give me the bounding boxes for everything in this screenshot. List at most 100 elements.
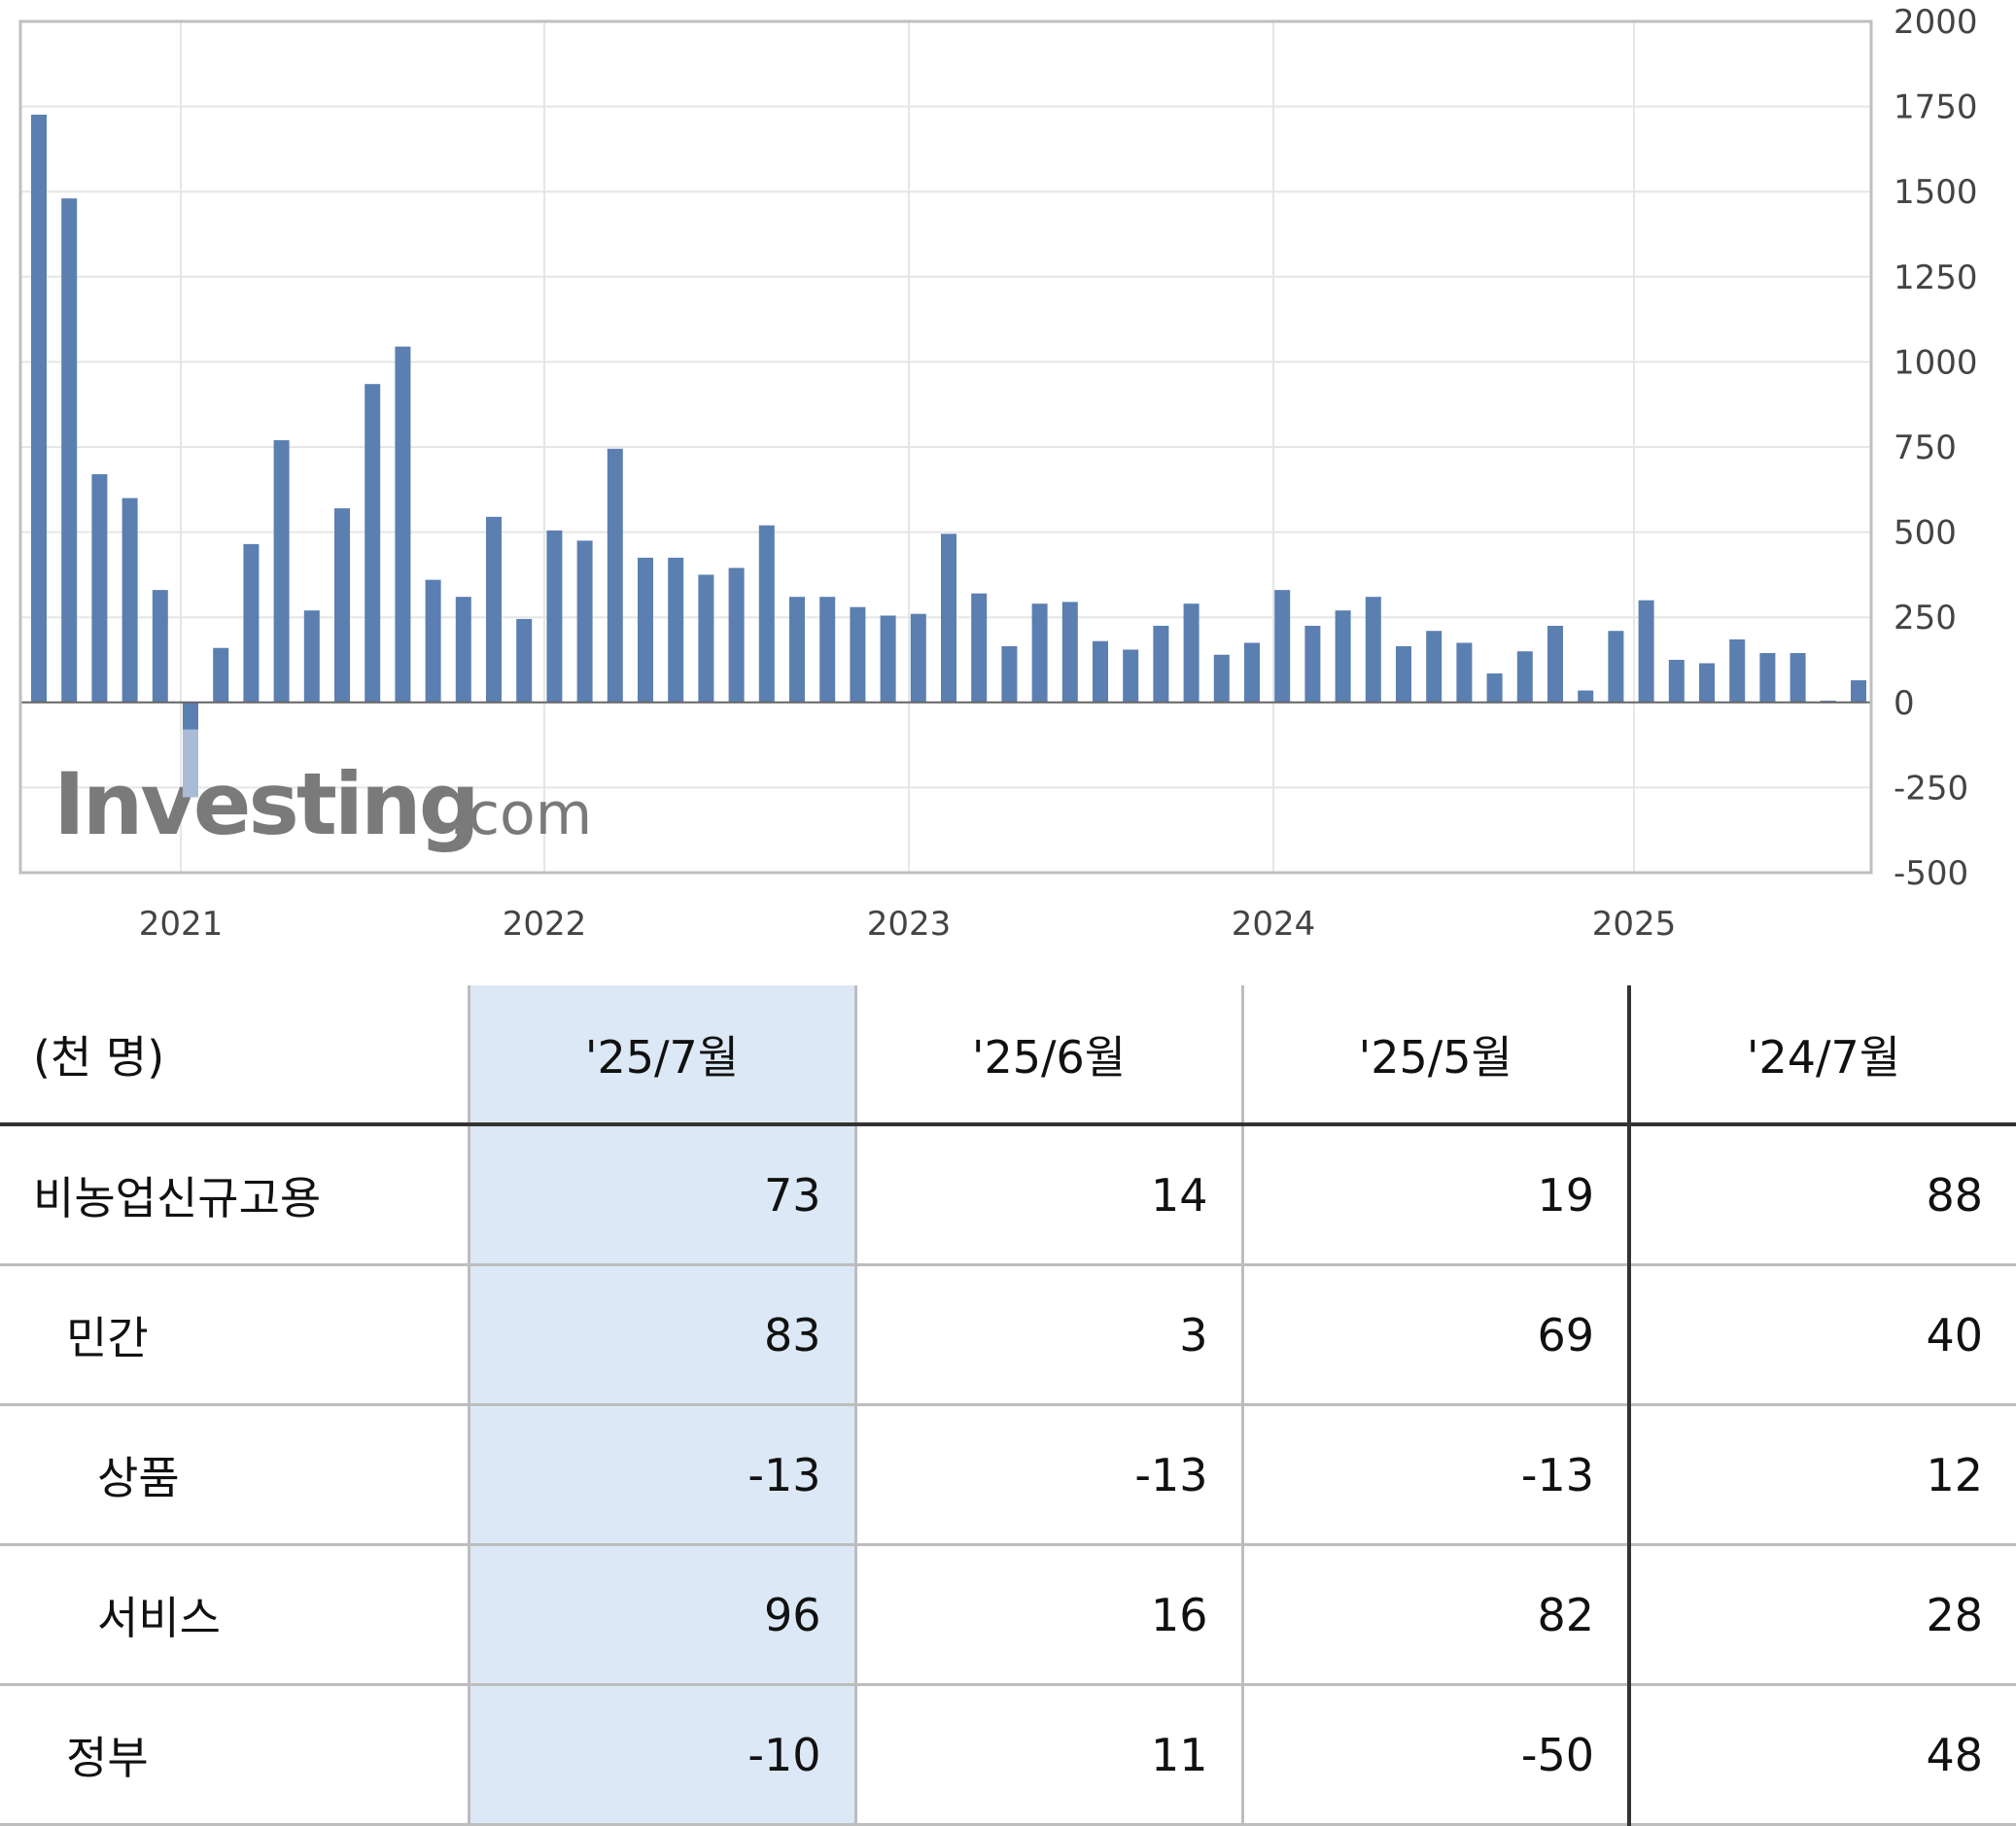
bar [668,557,684,703]
table-cell: 83 [467,1263,855,1405]
investing-logo-watermark: Investing .com [53,754,592,854]
bar-extension [183,729,198,798]
column-header: '25/7월 [467,985,855,1124]
bar [1790,652,1806,703]
bar [1365,597,1381,703]
table-cell: -13 [853,1403,1242,1545]
column-header: '25/5월 [1240,985,1629,1124]
bar [1183,603,1199,703]
row-label: 비농업신규고용 [0,1122,469,1265]
bar [455,597,471,703]
table-row: 비농업신규고용 73 14 19 88 [0,1122,2016,1265]
y-tick-label: -500 [1894,854,1968,893]
table-header-row: (천 명) '25/7월 '25/6월 '25/5월 '24/7월 [0,985,2016,1124]
bar [273,439,290,703]
bar [698,574,714,703]
table-cell: -13 [467,1403,855,1545]
bar [334,508,350,703]
bar [31,115,47,703]
x-axis-labels: 2021 2022 2023 2024 2025 [139,905,1677,944]
bar [1516,651,1533,703]
bar [789,597,805,703]
table-cell: 88 [1627,1122,2016,1265]
bar [395,346,411,703]
y-tick-label: 2000 [1894,3,1978,42]
bar [607,448,623,703]
bar [1061,602,1078,703]
bar [1031,603,1048,703]
bar [880,615,896,703]
bar [1547,625,1563,703]
svg-text:Investing: Investing [53,754,477,854]
table-row: 정부 -10 11 -50 48 [0,1683,2016,1826]
table-row: 서비스 96 16 82 28 [0,1543,2016,1685]
bar [1668,660,1685,703]
bar [1123,649,1139,703]
bar [1274,590,1291,703]
table-cell: 40 [1627,1263,2016,1405]
y-tick-label: 750 [1894,429,1957,467]
bar [516,618,533,703]
bar [425,579,441,703]
x-tick-label: 2021 [139,905,224,944]
column-header: '25/6월 [853,985,1242,1124]
bar [1578,690,1594,703]
bar [1213,654,1230,703]
plot-frame [18,19,1873,875]
y-tick-label: 1250 [1894,258,1978,297]
bar [303,610,320,703]
bar [1759,652,1776,703]
table-cell: 48 [1627,1683,2016,1826]
bar [1335,610,1351,703]
table-cell: 82 [1240,1543,1629,1685]
unit-label: (천 명) [33,1030,165,1084]
y-tick-label: 1750 [1894,88,1978,127]
bar [576,540,593,703]
table-cell: 28 [1627,1543,2016,1685]
table-cell: -10 [467,1683,855,1826]
x-tick-label: 2024 [1232,905,1316,944]
bar [122,498,138,703]
y-tick-label: 500 [1894,514,1957,553]
bar [819,597,836,703]
table-cell: 96 [467,1543,855,1685]
bar [910,613,926,703]
row-label: 정부 [0,1683,469,1826]
bar [1456,642,1473,703]
svg-text:.com: .com [449,780,592,848]
column-header: '24/7월 [1627,985,2016,1124]
table-row: 상품 -13 -13 -13 12 [0,1403,2016,1545]
table-cell: 69 [1240,1263,1629,1405]
x-tick-label: 2025 [1592,905,1677,944]
y-tick-label: -250 [1894,769,1968,808]
bar [1304,625,1321,703]
bar [183,702,198,730]
bar [243,543,260,703]
bar [546,530,563,703]
bar [1699,663,1715,703]
table-cell: 14 [853,1122,1242,1265]
bar [61,198,78,703]
bar [758,525,775,703]
bar [152,590,168,703]
x-gridlines [180,21,1635,873]
row-label: 서비스 [0,1543,469,1685]
bar [1001,645,1018,703]
table-cell: -13 [1240,1403,1629,1545]
bar [941,534,956,703]
table-cell: 73 [467,1122,855,1265]
table-cell: 12 [1627,1403,2016,1545]
y-tick-label: 0 [1894,684,1915,723]
bar [1851,680,1866,703]
bar [365,384,381,703]
employment-table: (천 명) '25/7월 '25/6월 '25/5월 '24/7월 비농업신규고… [0,985,2016,1826]
bar [1093,640,1108,703]
bar [728,568,745,703]
table-cell: -50 [1240,1683,1629,1826]
table-row: 민간 83 3 69 40 [0,1263,2016,1405]
x-tick-label: 2023 [867,905,952,944]
bar [1153,625,1169,703]
bars [31,115,1866,798]
table-cell: 19 [1240,1122,1629,1265]
bar [1729,638,1746,703]
